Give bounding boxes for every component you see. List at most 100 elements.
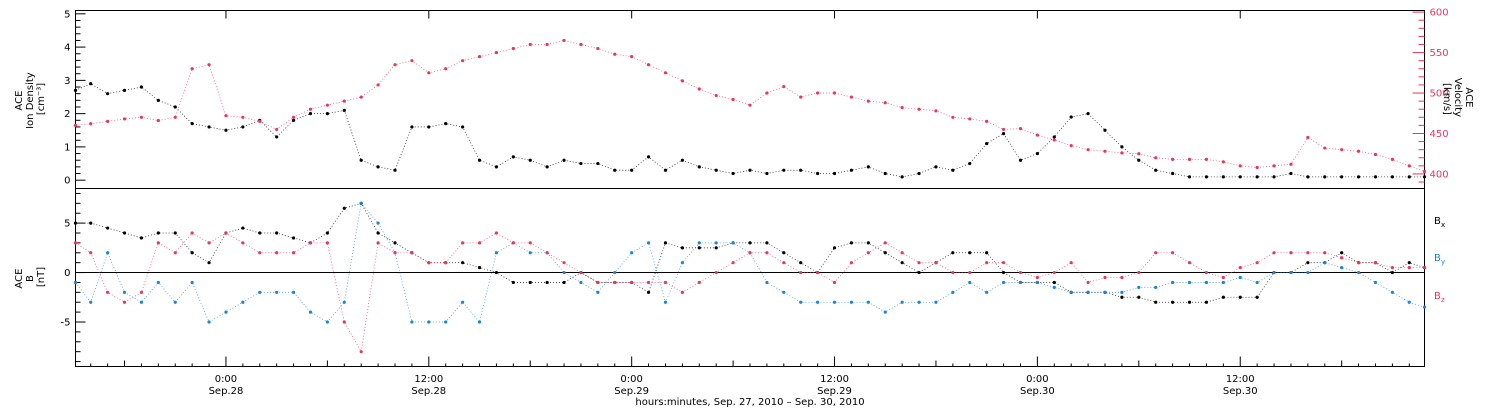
- time-tick-label: 0:00: [215, 374, 237, 385]
- bz-point: [308, 241, 313, 245]
- density-tick-label: 5: [64, 9, 70, 20]
- velocity-point: [444, 67, 448, 71]
- bx-point: [342, 206, 346, 210]
- density-point: [207, 125, 211, 129]
- velocity-point: [1422, 169, 1427, 174]
- density-point: [1390, 175, 1394, 179]
- density-point: [613, 168, 617, 172]
- density-tick-label: 4: [64, 43, 70, 54]
- bx-point: [511, 280, 515, 285]
- velocity-point: [1018, 127, 1023, 131]
- bz-point: [579, 270, 583, 275]
- by-point: [680, 261, 684, 265]
- bz-point: [342, 320, 346, 324]
- density-point: [376, 165, 380, 169]
- density-point: [325, 112, 329, 116]
- bx-point: [477, 266, 482, 270]
- bz-point: [511, 241, 515, 245]
- bz-point: [934, 261, 938, 265]
- velocity-point: [579, 42, 583, 47]
- velocity-point: [968, 117, 972, 121]
- time-axis: 0:00Sep.2812:00Sep.280:00Sep.2912:00Sep.…: [90, 10, 1410, 397]
- by-point: [1221, 280, 1225, 285]
- velocity-point: [765, 91, 769, 95]
- density-point: [1154, 168, 1158, 172]
- by-point: [1272, 270, 1276, 275]
- by-point: [461, 300, 465, 304]
- velocity-point: [596, 46, 600, 51]
- date-tick-label: Sep.28: [411, 386, 446, 397]
- bz-point: [1001, 261, 1006, 265]
- density-point: [1238, 175, 1242, 179]
- bz-point: [968, 270, 972, 275]
- bx-point: [241, 226, 245, 230]
- velocity-point: [1171, 157, 1175, 161]
- bz-point: [1340, 256, 1344, 260]
- density-point: [139, 85, 144, 89]
- by-point: [1356, 270, 1361, 275]
- by-series: [73, 201, 1427, 324]
- density-point: [444, 122, 448, 126]
- velocity-point: [900, 105, 904, 110]
- bz-point: [1289, 251, 1293, 255]
- bx-point: [917, 270, 921, 275]
- bx-point: [207, 261, 211, 265]
- by-point: [1407, 300, 1411, 304]
- velocity-point: [680, 79, 684, 83]
- density-point: [122, 88, 127, 92]
- density-point: [849, 168, 854, 172]
- b-tick-label: 5: [64, 219, 70, 230]
- by-point: [1069, 290, 1073, 294]
- bz-point: [1356, 261, 1361, 265]
- bz-point: [1422, 266, 1427, 270]
- bx-point: [156, 231, 160, 235]
- density-point: [1052, 135, 1056, 139]
- density-point: [528, 158, 532, 162]
- bx-point: [680, 246, 684, 250]
- bz-point: [291, 251, 296, 255]
- bx-point: [900, 261, 904, 265]
- density-point: [1018, 158, 1023, 162]
- velocity-point: [613, 52, 617, 56]
- bz-point: [883, 241, 887, 245]
- density-point: [393, 168, 397, 172]
- by-point: [1238, 275, 1242, 280]
- velocity-tick-label: 500: [1430, 89, 1449, 100]
- by-point: [883, 310, 887, 314]
- bx-point: [663, 241, 668, 245]
- date-tick-label: Sep.30: [1020, 386, 1055, 397]
- bz-point: [900, 251, 904, 255]
- b-axis-title: ACE B [nT]: [14, 265, 47, 288]
- velocity-point: [393, 63, 397, 67]
- density-point: [1035, 151, 1039, 156]
- velocity-point: [224, 114, 228, 118]
- time-tick-label: 0:00: [1026, 374, 1048, 385]
- legend-by-label: B: [1434, 253, 1441, 264]
- velocity-point: [528, 42, 532, 47]
- density-point: [1306, 175, 1310, 179]
- density-point: [714, 168, 718, 172]
- velocity-point: [511, 46, 515, 51]
- legend-bz: B z: [1434, 291, 1445, 304]
- density-point: [1356, 175, 1361, 179]
- density-point: [1187, 175, 1192, 179]
- bz-point: [816, 270, 820, 275]
- bz-point: [494, 231, 499, 235]
- density-point: [89, 82, 93, 86]
- velocity-tick-label: 400: [1430, 169, 1449, 180]
- by-point: [917, 300, 921, 304]
- time-tick-label: 12:00: [820, 374, 849, 385]
- bz-point: [427, 261, 431, 265]
- by-point: [1373, 280, 1378, 285]
- bz-point: [646, 280, 651, 285]
- bx-point: [1154, 300, 1158, 304]
- density-point: [917, 171, 921, 176]
- density-point: [1422, 175, 1427, 179]
- bx-point: [968, 251, 972, 255]
- bz-point: [156, 241, 160, 245]
- by-point: [410, 320, 414, 324]
- date-tick-label: Sep.30: [1223, 386, 1258, 397]
- bz-point: [1255, 261, 1259, 265]
- velocity-point: [1069, 144, 1073, 148]
- bx-point: [190, 251, 194, 255]
